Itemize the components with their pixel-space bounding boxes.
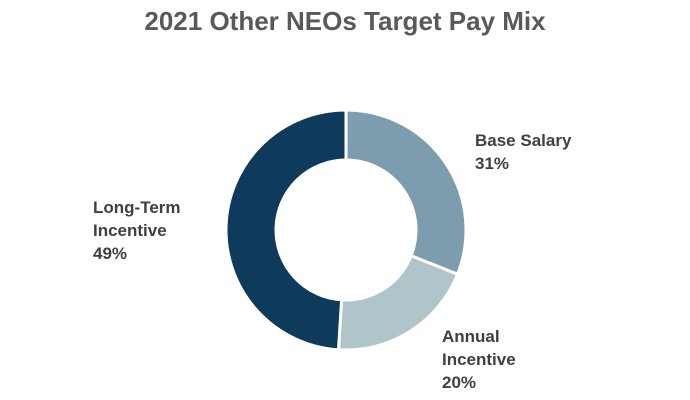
label-base-salary: Base Salary 31%: [475, 129, 571, 175]
slice-annual-incentive: [336, 253, 460, 352]
chart-title: 2021 Other NEOs Target Pay Mix: [144, 6, 546, 36]
label-name: Base Salary: [475, 131, 572, 150]
label-percent: 49%: [93, 244, 128, 263]
label-name: Annual: [442, 327, 500, 346]
slice-long-term-incentive: [224, 108, 348, 352]
label-name-2: Incentive: [442, 350, 516, 369]
slice-base-salary: [344, 108, 468, 277]
label-name: Long-Term: [93, 198, 181, 217]
label-long-term-incentive: Long-Term Incentive 49%: [93, 196, 181, 265]
label-annual-incentive: Annual Incentive 20%: [442, 325, 516, 394]
label-percent: 31%: [475, 154, 510, 173]
label-name-2: Incentive: [93, 221, 167, 240]
label-percent: 20%: [442, 373, 477, 392]
